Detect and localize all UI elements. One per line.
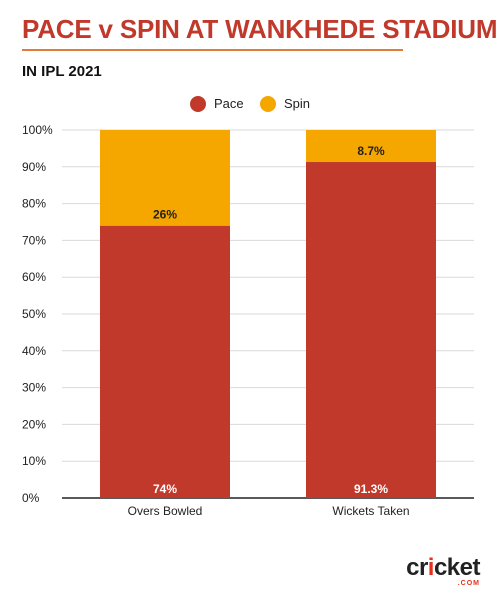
x-tick-label: Wickets Taken	[332, 504, 409, 518]
bar-segment-spin	[306, 130, 436, 163]
y-tick-label: 50%	[22, 307, 46, 321]
data-label-spin: 26%	[153, 208, 177, 222]
data-label-pace: 74%	[153, 482, 177, 496]
title-underline	[22, 49, 403, 51]
bar-segment-pace	[100, 225, 230, 498]
brand-logo: cricket .COM	[406, 556, 480, 588]
chart-title: PACE v SPIN AT WANKHEDE STADIUM	[22, 14, 498, 44]
bar-segment-spin	[100, 130, 230, 226]
y-tick-label: 10%	[22, 454, 46, 468]
bar-segment-pace	[306, 162, 436, 499]
y-tick-label: 40%	[22, 344, 46, 358]
chart-subtitle: IN IPL 2021	[22, 63, 102, 80]
legend-label-pace: Pace	[214, 96, 244, 111]
y-tick-label: 70%	[22, 233, 46, 247]
legend-label-spin: Spin	[284, 96, 310, 111]
y-tick-label: 90%	[22, 160, 46, 174]
data-label-spin: 8.7%	[357, 144, 385, 158]
brand-logo-domain: .COM	[457, 580, 480, 587]
data-label-pace: 91.3%	[354, 482, 388, 496]
legend-swatch-spin	[260, 96, 276, 112]
y-tick-label: 30%	[22, 381, 46, 395]
y-tick-label: 20%	[22, 417, 46, 431]
x-tick-label: Overs Bowled	[128, 504, 203, 518]
y-tick-label: 80%	[22, 197, 46, 211]
brand-logo-wordmark: cricket	[406, 554, 480, 581]
y-tick-label: 60%	[22, 270, 46, 284]
y-tick-label: 100%	[22, 123, 53, 137]
legend-swatch-pace	[190, 96, 206, 112]
y-tick-label: 0%	[22, 491, 40, 505]
